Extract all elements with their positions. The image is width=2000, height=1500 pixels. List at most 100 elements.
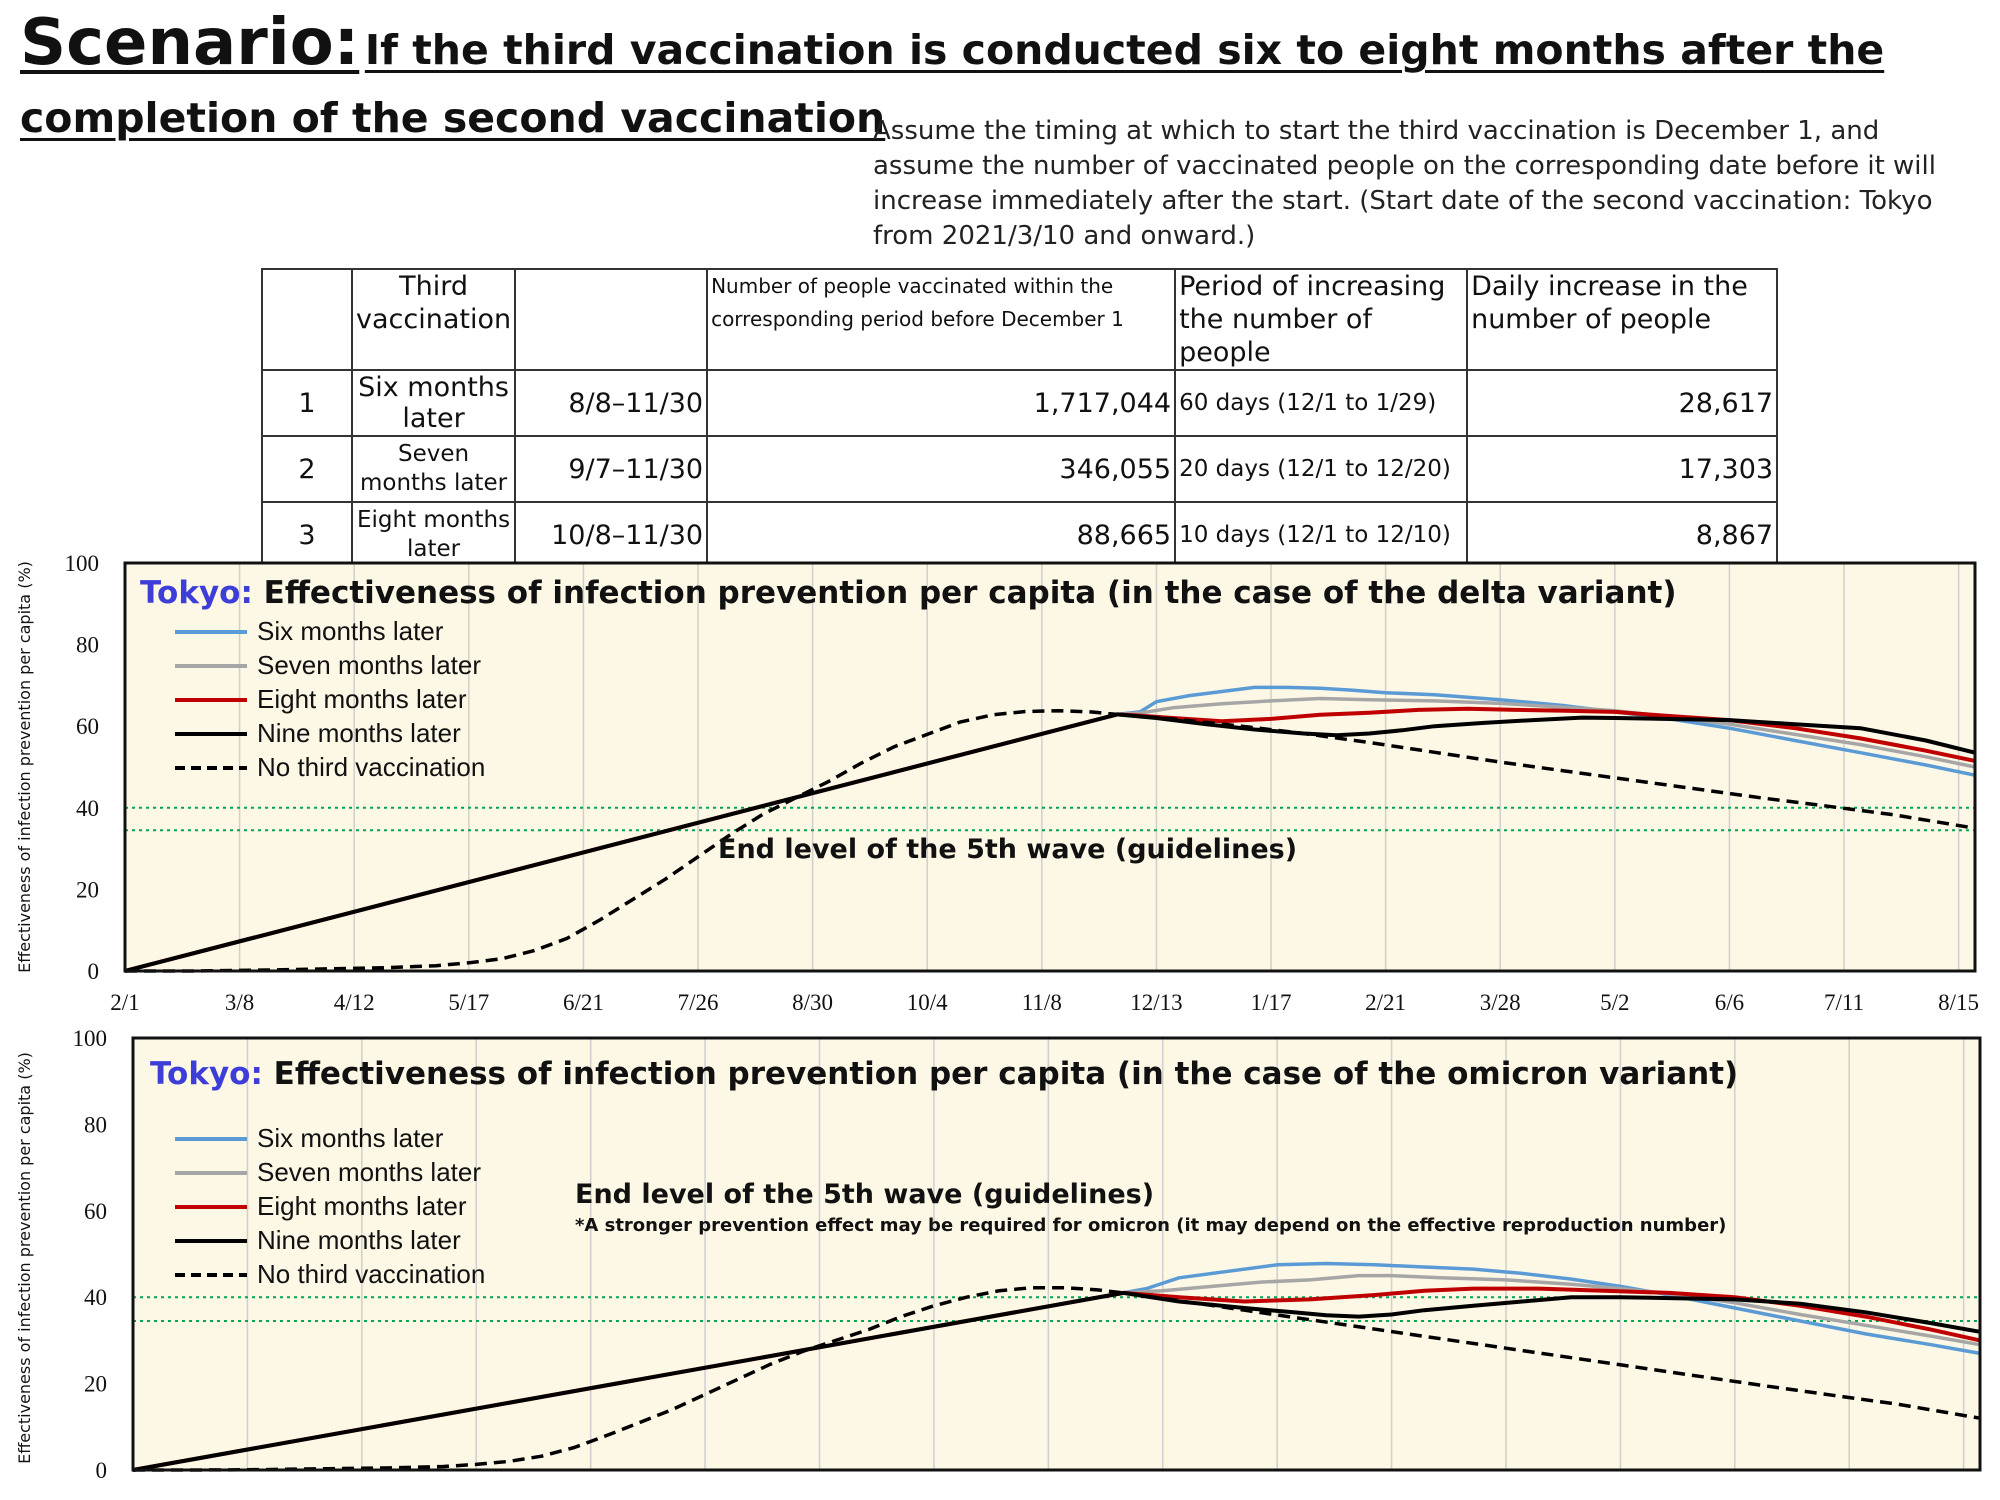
- y-tick-label: 80: [76, 633, 99, 658]
- x-tick-label: 7/26: [678, 990, 719, 1015]
- plot-border: [123, 561, 1977, 973]
- y-tick-label: 20: [76, 877, 99, 902]
- guideline-annotation: End level of the 5th wave (guidelines): [718, 834, 1297, 865]
- legend-label: Seven months later: [257, 650, 481, 680]
- x-tick-label: 2/1: [110, 990, 139, 1015]
- x-tick-label: 4/12: [341, 1496, 382, 1500]
- x-tick-label: 12/13: [1137, 1496, 1189, 1500]
- table-cell: Six months later: [350, 369, 517, 437]
- x-tick-label: 3/8: [233, 1496, 262, 1500]
- guideline-annotation: End level of the 5th wave (guidelines): [575, 1179, 1154, 1210]
- x-tick-label: 5/17: [448, 990, 489, 1015]
- x-tick-label: 8/30: [799, 1496, 840, 1500]
- y-tick-label: 0: [96, 1458, 108, 1483]
- delta-variant-chart: 2/1 3/8 4/12 5/17 6/21 7/26 8/30 10/4 11/8 12/13 1…: [15, 551, 1979, 1015]
- x-tick-label: 7/11: [1824, 990, 1864, 1015]
- table-row: 2 Seven months later 9/7–11/30 346,055 2…: [261, 435, 1779, 503]
- header-cell: Daily increase in the number of people: [1466, 268, 1779, 371]
- legend-label: Eight months later: [257, 1191, 467, 1221]
- legend-label: No third vaccination: [257, 1259, 485, 1289]
- series-line-none: [125, 708, 1976, 973]
- series-line-six: [124, 685, 1976, 973]
- x-tick-label: 1/17: [1251, 990, 1292, 1015]
- table-row: 3 Eight months later 10/8–11/30 88,665 1…: [261, 501, 1779, 569]
- table-cell: Eight months later: [350, 501, 517, 569]
- chart-title-city: Tokyo:: [140, 575, 264, 611]
- x-tick-label: 1/17: [1257, 1496, 1298, 1500]
- table-header-row: Third vaccination Number of people vacci…: [261, 268, 1779, 371]
- x-tick-label: 6/6: [1720, 1496, 1749, 1500]
- header-cell: Number of people vaccinated within the c…: [706, 268, 1177, 371]
- x-tick-label: 2/1: [118, 1496, 147, 1500]
- y-tick-label: 80: [84, 1112, 107, 1137]
- series-line-nine: [132, 1290, 1981, 1472]
- series-line-seven: [132, 1273, 1981, 1472]
- plot-border: [131, 1036, 1982, 1472]
- x-tick-label: 2/21: [1371, 1496, 1412, 1500]
- chart-title: Tokyo: Effectiveness of infection preven…: [140, 575, 1677, 611]
- title-rest-line1: If the third vaccination is conducted si…: [364, 26, 1885, 74]
- x-tick-label: 6/21: [563, 990, 604, 1015]
- series-line-seven: [124, 696, 1976, 973]
- chart-title-city: Tokyo:: [150, 1056, 274, 1092]
- series-line-eight: [132, 1286, 1981, 1472]
- table-cell: 10 days (12/1 to 12/10): [1174, 501, 1469, 569]
- x-tick-label: 8/15: [1943, 1496, 1984, 1500]
- assumption-note: Assume the timing at which to start the …: [873, 116, 1936, 251]
- legend-label: Nine months later: [257, 718, 461, 748]
- table-cell: 1: [261, 369, 353, 437]
- y-tick-label: 20: [84, 1372, 107, 1397]
- vaccination-table: Third vaccination Number of people vacci…: [261, 268, 1779, 569]
- header-cell: [261, 268, 353, 371]
- chart-title-text: Effectiveness of infection prevention pe…: [274, 1056, 1739, 1092]
- omicron-variant-chart: 2/1 3/8 4/12 5/17 6/21 7/26 8/30 10/4 11/8 12/13 1…: [15, 1026, 1984, 1500]
- header-cell: Third vaccination: [350, 268, 517, 371]
- x-tick-label: 5/17: [456, 1496, 497, 1500]
- table-cell: 28,617: [1466, 369, 1779, 437]
- legend-label: Nine months later: [257, 1225, 461, 1255]
- table-row: 1 Six months later 8/8–11/30 1,717,044 6…: [261, 369, 1779, 437]
- x-tick-label: 4/12: [334, 990, 375, 1015]
- title-rest-line2: completion of the second vaccination: [20, 94, 886, 142]
- table-cell: 20 days (12/1 to 12/20): [1174, 435, 1469, 503]
- x-tick-label: 3/8: [225, 990, 254, 1015]
- legend-label: Six months later: [257, 1123, 444, 1153]
- table-cell: 17,303: [1466, 435, 1779, 503]
- x-tick-label: 3/28: [1480, 990, 1521, 1015]
- legend-label: Eight months later: [257, 684, 467, 714]
- y-tick-label: 60: [76, 714, 99, 739]
- table-cell: 9/7–11/30: [514, 435, 709, 503]
- series-line-six: [132, 1261, 1981, 1472]
- x-tick-label: 8/30: [792, 990, 833, 1015]
- y-tick-label: 40: [84, 1285, 107, 1310]
- series-line-nine: [124, 712, 1976, 973]
- plot-area: [133, 1038, 1980, 1470]
- x-tick-label: 3/28: [1486, 1496, 1527, 1500]
- title-scenario: Scenario:: [20, 6, 360, 80]
- x-tick-label: 7/11: [1829, 1496, 1869, 1500]
- y-axis-label: Effectiveness of infection prevention pe…: [15, 561, 34, 973]
- chart-title: Tokyo: Effectiveness of infection preven…: [150, 1056, 1738, 1092]
- table-cell: 8,867: [1466, 501, 1779, 569]
- table-cell: Seven months later: [350, 435, 517, 503]
- x-tick-label: 6/21: [570, 1496, 611, 1500]
- plot-area: [125, 563, 1975, 971]
- y-tick-label: 100: [73, 1026, 108, 1051]
- guideline-annotation-note: *A stronger prevention effect may be req…: [575, 1215, 1726, 1236]
- x-tick-label: 2/21: [1365, 990, 1406, 1015]
- x-tick-label: 8/15: [1938, 990, 1979, 1015]
- header-cell: [514, 268, 709, 371]
- x-tick-label: 5/2: [1606, 1496, 1635, 1500]
- x-tick-label: 10/4: [913, 1496, 954, 1500]
- table-cell: 1,717,044: [706, 369, 1177, 437]
- x-tick-label: 12/13: [1130, 990, 1182, 1015]
- x-tick-label: 10/4: [907, 990, 948, 1015]
- y-tick-label: 100: [65, 551, 100, 576]
- x-tick-label: 5/2: [1600, 990, 1629, 1015]
- page-title: Scenario: If the third vaccination is co…: [20, 6, 1980, 142]
- y-tick-label: 0: [88, 959, 100, 984]
- y-tick-label: 60: [84, 1199, 107, 1224]
- legend-label: Seven months later: [257, 1157, 481, 1187]
- table-cell: 8/8–11/30: [514, 369, 709, 437]
- chart-title-text: Effectiveness of infection prevention pe…: [264, 575, 1677, 611]
